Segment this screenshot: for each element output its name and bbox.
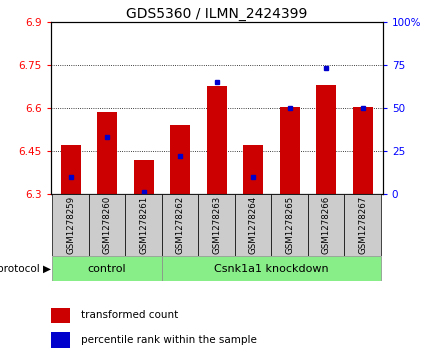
Text: GSM1278262: GSM1278262 bbox=[176, 196, 185, 254]
Text: Csnk1a1 knockdown: Csnk1a1 knockdown bbox=[214, 264, 329, 274]
Text: GSM1278260: GSM1278260 bbox=[103, 196, 112, 254]
Text: percentile rank within the sample: percentile rank within the sample bbox=[81, 335, 257, 345]
Bar bbox=[271, 194, 308, 256]
Bar bbox=[134, 160, 154, 194]
Bar bbox=[89, 194, 125, 256]
Text: GSM1278264: GSM1278264 bbox=[249, 196, 258, 254]
Bar bbox=[316, 85, 336, 194]
Bar bbox=[52, 194, 89, 256]
Bar bbox=[162, 256, 381, 281]
Bar bbox=[51, 308, 70, 323]
Bar bbox=[97, 112, 117, 194]
Text: GSM1278263: GSM1278263 bbox=[212, 196, 221, 254]
Bar bbox=[235, 194, 271, 256]
Bar bbox=[162, 194, 198, 256]
Title: GDS5360 / ILMN_2424399: GDS5360 / ILMN_2424399 bbox=[126, 7, 308, 21]
Bar bbox=[345, 194, 381, 256]
Bar bbox=[51, 333, 70, 348]
Bar bbox=[170, 125, 190, 194]
Bar bbox=[207, 86, 227, 194]
Text: protocol ▶: protocol ▶ bbox=[0, 264, 51, 274]
Bar bbox=[125, 194, 162, 256]
Bar bbox=[308, 194, 345, 256]
Bar bbox=[52, 256, 162, 281]
Bar bbox=[61, 145, 81, 194]
Text: control: control bbox=[88, 264, 126, 274]
Bar bbox=[198, 194, 235, 256]
Text: GSM1278261: GSM1278261 bbox=[139, 196, 148, 254]
Bar bbox=[280, 107, 300, 194]
Text: GSM1278259: GSM1278259 bbox=[66, 196, 75, 254]
Text: transformed count: transformed count bbox=[81, 310, 179, 321]
Bar bbox=[353, 107, 373, 194]
Text: GSM1278265: GSM1278265 bbox=[285, 196, 294, 254]
Bar bbox=[243, 145, 263, 194]
Text: GSM1278266: GSM1278266 bbox=[322, 196, 331, 254]
Text: GSM1278267: GSM1278267 bbox=[358, 196, 367, 254]
